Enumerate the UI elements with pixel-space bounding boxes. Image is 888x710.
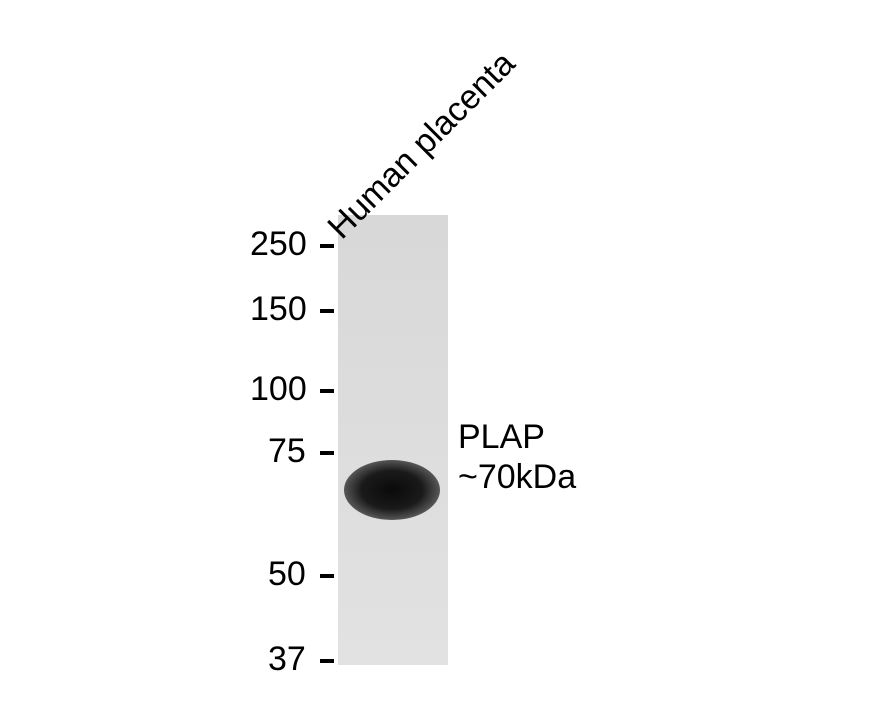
mw-tick — [320, 244, 334, 248]
blot-lane-strip — [338, 215, 448, 665]
mw-label: 150 — [250, 290, 307, 329]
mw-tick — [320, 309, 334, 313]
protein-band — [344, 460, 440, 520]
mw-tick — [320, 389, 334, 393]
mw-label: 37 — [268, 640, 306, 679]
mw-tick — [320, 574, 334, 578]
mw-label: 50 — [268, 555, 306, 594]
mw-label: 75 — [268, 432, 306, 471]
mw-tick — [320, 659, 334, 663]
mw-label: 100 — [250, 370, 307, 409]
mw-label: 250 — [250, 225, 307, 264]
mw-tick — [320, 451, 334, 455]
band-annotation: PLAP — [458, 418, 545, 457]
western-blot-figure: Human placenta 250150100755037 PLAP~70kD… — [0, 0, 888, 710]
band-annotation: ~70kDa — [458, 458, 576, 497]
